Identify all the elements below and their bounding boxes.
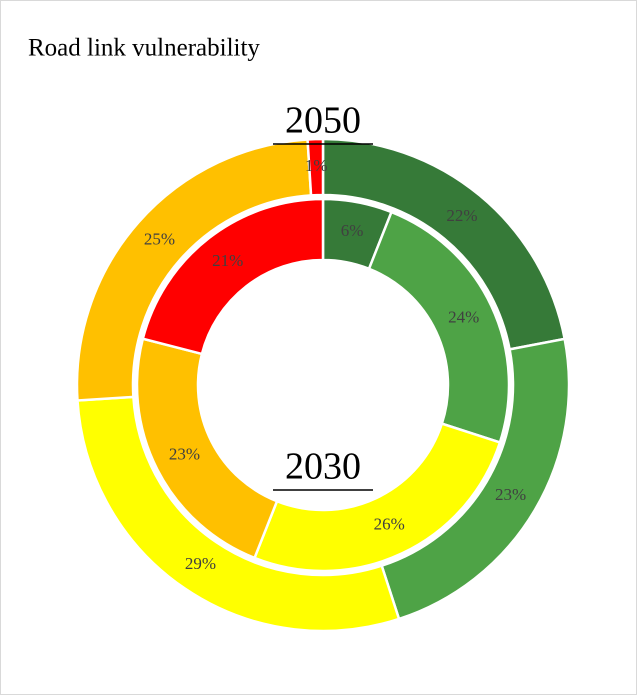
donut-slice bbox=[252, 422, 502, 573]
series-label: 2030 bbox=[285, 446, 361, 488]
donut-slice bbox=[306, 137, 325, 197]
data-label: 29% bbox=[185, 554, 216, 573]
data-label: 25% bbox=[144, 230, 175, 249]
data-label: 26% bbox=[374, 515, 405, 534]
data-label: 6% bbox=[341, 221, 364, 240]
data-label: 1% bbox=[305, 156, 328, 175]
chart-title: Road link vulnerability bbox=[28, 35, 260, 62]
donut-slice bbox=[141, 197, 325, 356]
data-label: 22% bbox=[446, 206, 477, 225]
data-label: 23% bbox=[169, 445, 200, 464]
data-label: 23% bbox=[495, 485, 526, 504]
series-label: 2050 bbox=[285, 100, 361, 142]
data-label: 24% bbox=[448, 308, 479, 327]
data-label: 21% bbox=[212, 251, 243, 270]
